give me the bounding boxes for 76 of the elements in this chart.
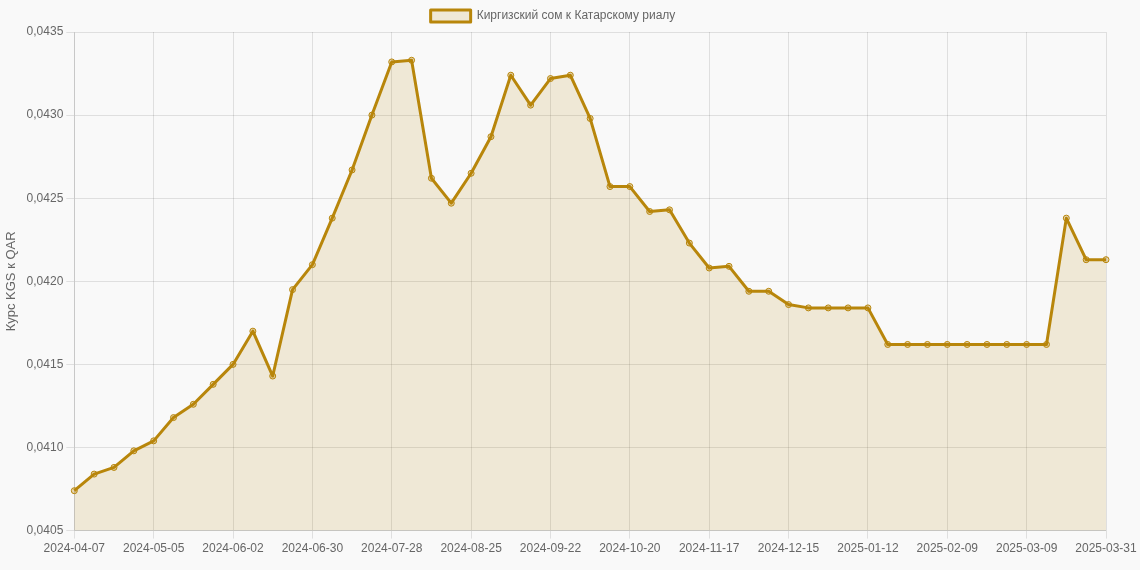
point <box>685 239 693 247</box>
point <box>189 400 197 408</box>
point <box>705 264 713 272</box>
y-tick-label: 0,0410 <box>26 439 64 454</box>
point <box>328 214 336 222</box>
point <box>1082 256 1090 264</box>
point <box>1023 340 1031 348</box>
point <box>70 487 78 495</box>
x-tick-label: 2025-01-12 <box>837 541 899 556</box>
point <box>943 340 951 348</box>
point <box>546 75 554 83</box>
x-tick-label: 2024-05-05 <box>122 541 185 556</box>
point <box>904 340 912 348</box>
point <box>765 287 773 295</box>
point <box>90 470 98 478</box>
point <box>586 114 594 122</box>
point <box>566 71 574 79</box>
x-tick-label: 2024-04-07 <box>43 541 106 556</box>
point <box>170 414 178 422</box>
point <box>110 463 118 471</box>
point <box>725 262 733 270</box>
y-tick-label: 0,0435 <box>26 24 64 39</box>
point <box>467 169 475 177</box>
x-tick-label: 2024-06-30 <box>281 541 344 556</box>
point <box>229 360 237 368</box>
y-tick-label: 0,0430 <box>26 107 64 122</box>
x-tick-label: 2025-03-31 <box>1075 541 1138 556</box>
point <box>824 304 832 312</box>
x-tick-label: 2024-08-25 <box>440 541 503 556</box>
point <box>963 340 971 348</box>
point <box>844 304 852 312</box>
point <box>983 340 991 348</box>
y-tick-label: 0,0420 <box>26 273 64 288</box>
point <box>368 111 376 119</box>
point <box>130 447 138 455</box>
point <box>507 71 515 79</box>
point <box>923 340 931 348</box>
point <box>884 340 892 348</box>
point <box>289 286 297 294</box>
x-tick-label: 2024-07-28 <box>361 541 423 556</box>
x-tick-label: 2024-06-02 <box>202 541 265 556</box>
point <box>427 174 435 182</box>
point <box>864 304 872 312</box>
legend-label: Киргизский сом к Катарскому риалу <box>476 8 676 23</box>
point <box>408 56 416 64</box>
x-tick-label: 2024-09-22 <box>519 541 582 556</box>
point <box>626 183 634 191</box>
y-tick-label: 0,0425 <box>26 190 64 205</box>
point <box>348 166 356 174</box>
point <box>209 380 217 388</box>
point <box>745 287 753 295</box>
y-axis-title: Курс KGS к QAR <box>3 231 19 332</box>
point <box>249 327 257 335</box>
point <box>1042 340 1050 348</box>
point <box>308 261 316 269</box>
point <box>1102 256 1110 264</box>
point <box>666 206 674 214</box>
point <box>447 199 455 207</box>
point <box>785 301 793 309</box>
point <box>1003 340 1011 348</box>
x-tick-label: 2025-02-09 <box>916 541 979 556</box>
point <box>388 58 396 66</box>
point <box>150 437 158 445</box>
point <box>1062 214 1070 222</box>
point <box>646 208 654 215</box>
point <box>804 304 812 312</box>
point <box>269 372 277 380</box>
x-tick-label: 2025-03-09 <box>995 541 1058 556</box>
y-tick-label: 0,0415 <box>26 356 64 371</box>
x-tick-label: 2024-10-20 <box>599 541 661 556</box>
x-tick-label: 2024-11-17 <box>678 541 740 556</box>
point <box>487 133 495 141</box>
y-tick-label: 0,0405 <box>26 522 64 537</box>
point <box>527 101 535 109</box>
point <box>606 183 614 191</box>
x-tick-label: 2024-12-15 <box>757 541 820 556</box>
